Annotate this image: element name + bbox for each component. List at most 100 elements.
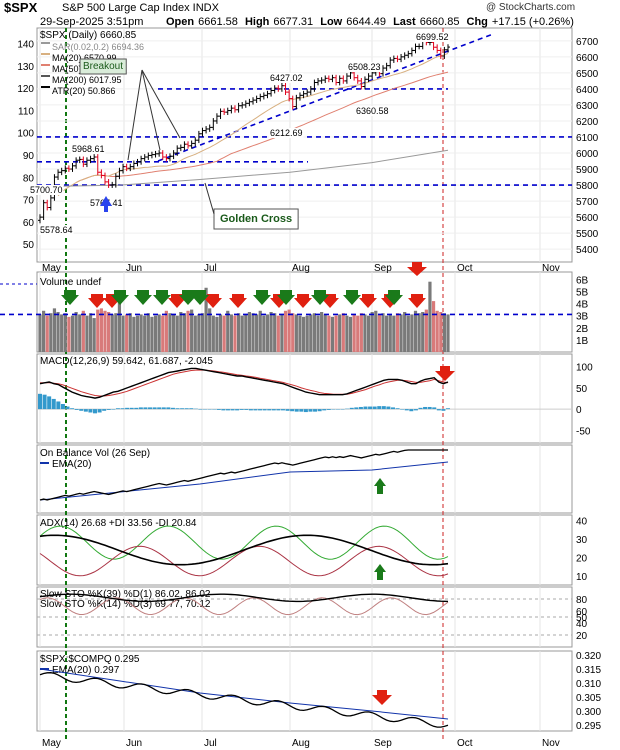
macd-histogram-bar — [148, 407, 153, 410]
adx-tick-label: 20 — [576, 553, 588, 564]
left-scale-label: 70 — [23, 196, 35, 207]
macd-histogram-bar — [102, 409, 107, 411]
price-annotation: 5968.61 — [72, 144, 105, 154]
price-tick-label: 5600 — [576, 213, 599, 224]
volume-bar — [52, 308, 57, 352]
macd-tick-label: 50 — [576, 384, 588, 395]
macd-histogram-bar — [47, 396, 52, 410]
volume-buy-arrow — [111, 290, 129, 305]
relative-sell-arrow — [372, 690, 392, 705]
macd-histogram-bar — [93, 409, 98, 414]
volume-bar — [370, 312, 374, 352]
volume-bar — [179, 312, 183, 352]
price-tick-label: 6500 — [576, 69, 599, 80]
stochastics-subtitle: Slow STO %K(14) %D(3) 69.77, 70.12 — [40, 599, 211, 610]
price-tick-label: 5700 — [576, 197, 599, 208]
relative-tick-label: 0.295 — [576, 721, 601, 732]
adx-panel — [36, 514, 573, 586]
volume-bar — [410, 314, 414, 352]
volume-bar — [345, 315, 349, 352]
volume-bar — [135, 315, 140, 352]
volume-bar — [218, 314, 223, 352]
macd-histogram-bar — [189, 408, 194, 410]
volume-bar — [255, 314, 259, 352]
price-tick-label: 5900 — [576, 165, 599, 176]
legend-swatch — [41, 86, 50, 88]
macd-histogram-bar — [97, 409, 102, 413]
macd-histogram-bar — [253, 409, 258, 411]
volume-bar — [49, 313, 53, 352]
adx-tick-label: 40 — [576, 517, 588, 528]
volume-bar — [56, 312, 60, 352]
macd-histogram-bar — [390, 407, 395, 410]
macd-histogram-bar — [363, 406, 368, 410]
volume-bar — [42, 310, 46, 352]
volume-bar — [164, 310, 168, 352]
volume-bar — [406, 315, 410, 352]
volume-bar — [85, 315, 89, 352]
month-tick-label-top: Aug — [292, 263, 310, 274]
volume-buy-arrow — [134, 290, 152, 305]
month-tick-label-top: Sep — [374, 263, 392, 274]
volume-bar — [208, 308, 212, 352]
macd-histogram-bar — [409, 409, 414, 412]
macd-histogram-bar — [271, 409, 276, 411]
volume-bar — [168, 313, 172, 352]
macd-histogram-bar — [381, 406, 386, 410]
volume-tick-label: 5B — [576, 287, 589, 298]
volume-bar — [143, 315, 147, 352]
volume-bar — [395, 313, 400, 352]
macd-histogram-bar — [290, 409, 295, 412]
price-legend-entry: ATR(20) 50.866 — [52, 86, 115, 96]
copyright-label: @ StockCharts.com — [486, 2, 576, 13]
volume-bar — [182, 313, 187, 352]
volume-bar — [74, 312, 78, 352]
price-tick-label: 6000 — [576, 149, 599, 160]
legend-swatch — [41, 75, 50, 77]
relative-tick-label: 0.310 — [576, 679, 601, 690]
top-sell-arrow — [407, 262, 427, 276]
macd-histogram-bar — [354, 407, 359, 410]
golden-cross-pointer — [204, 182, 215, 215]
volume-bar — [229, 314, 233, 352]
macd-histogram-bar — [225, 409, 230, 411]
high-value: 6677.31 — [273, 16, 314, 28]
month-tick-label-bottom: Sep — [374, 738, 392, 749]
obv-ema-line — [39, 461, 449, 501]
macd-histogram-bar — [262, 409, 267, 411]
adx-title: ADX(14) 26.68 +DI 33.56 -DI 20.84 — [40, 518, 197, 529]
volume-buy-arrow — [385, 290, 403, 305]
obv-legend-entry: EMA(20) — [52, 459, 91, 470]
volume-bar — [352, 314, 356, 352]
price-annotation: 6508.23 — [348, 62, 381, 72]
blue-up-arrow — [100, 196, 112, 212]
price-tick-label: 6300 — [576, 101, 599, 112]
macd-histogram-bar — [70, 408, 75, 410]
month-tick-label-bottom: Oct — [457, 738, 473, 749]
macd-histogram-bar — [180, 408, 185, 410]
volume-tick-label: 6B — [576, 275, 589, 286]
macd-histogram-bar — [157, 407, 162, 410]
macd-histogram-bar — [285, 409, 290, 411]
left-scale-label: 80 — [23, 173, 35, 184]
relative-tick-label: 0.300 — [576, 707, 601, 718]
volume-sell-arrow — [204, 294, 222, 308]
macd-histogram-bar — [42, 394, 47, 410]
volume-bar — [247, 312, 252, 352]
macd-histogram-bar — [368, 406, 373, 410]
macd-histogram-bar — [299, 409, 304, 412]
volume-bar — [244, 314, 248, 352]
stochastics-fast-line — [39, 597, 449, 616]
month-tick-label-top: Oct — [457, 263, 473, 274]
annotation-bg — [269, 73, 304, 83]
volume-bar — [186, 310, 190, 352]
volume-bar — [330, 316, 335, 352]
macd-histogram-bar — [79, 409, 84, 411]
volume-bar — [305, 315, 309, 352]
macd-histogram-bar — [326, 409, 331, 410]
stochastics-tick-label: 80 — [576, 595, 588, 606]
macd-histogram-bar — [198, 409, 203, 410]
relative-ema-line — [39, 668, 449, 720]
price-tick-label: 5400 — [576, 245, 599, 256]
price-tick-label: 6100 — [576, 133, 599, 144]
